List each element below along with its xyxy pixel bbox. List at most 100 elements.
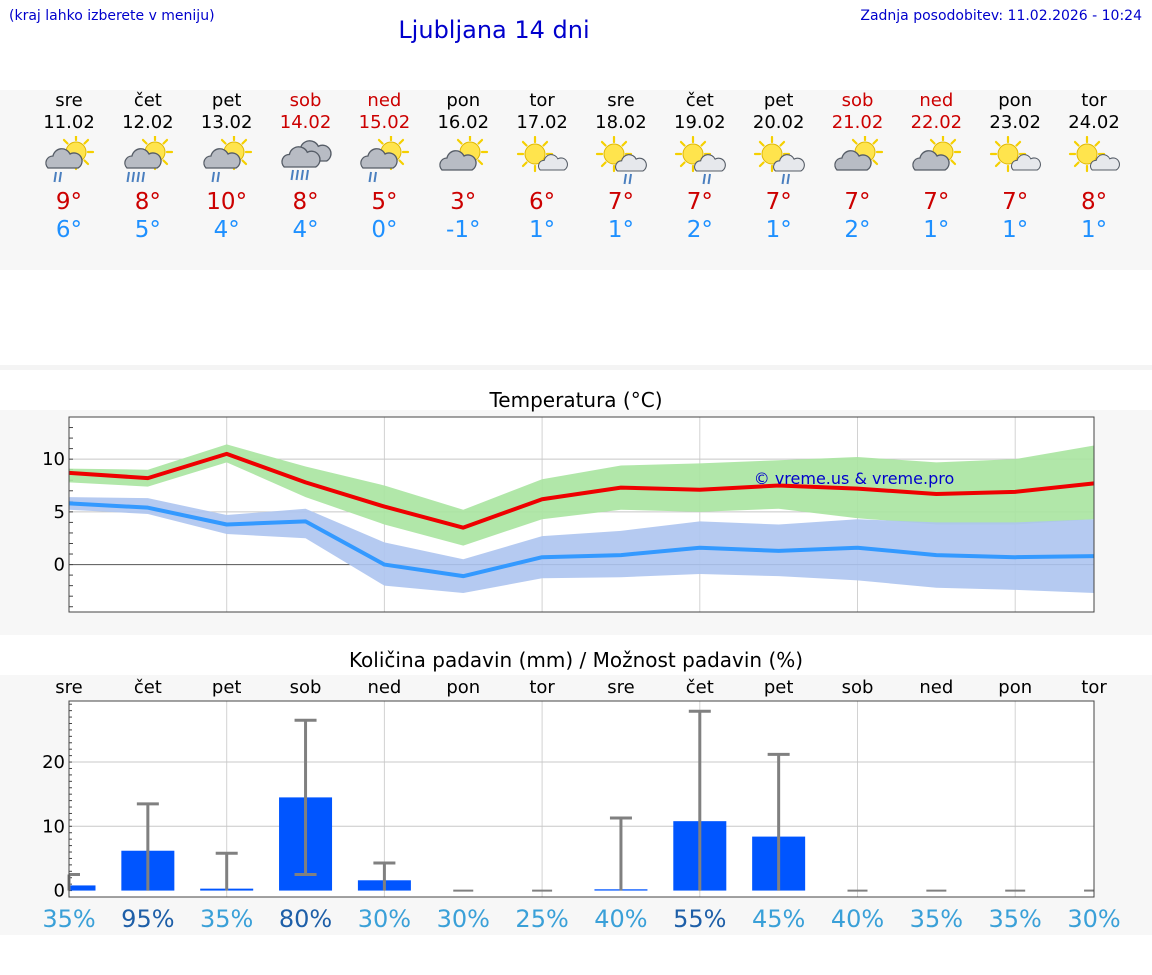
partly-sunny-cloud-icon (833, 136, 883, 171)
precipitation-chart: sre čet pet sob ned pon tor sre čet pet sob ned pon t… (42, 677, 1121, 933)
sun-ray (241, 159, 247, 166)
day-column: čet 19.02 7° 2° (660, 90, 740, 244)
max-temp: 7° (923, 189, 950, 215)
sun-ray (600, 161, 607, 168)
day-name: pon (998, 90, 1033, 111)
max-temp: 7° (686, 189, 713, 215)
cloud-shape (833, 150, 872, 171)
cloud-shape (912, 150, 951, 171)
sun-shape (753, 136, 790, 173)
max-temp: 7° (844, 189, 871, 215)
sun-disc (682, 143, 704, 165)
precip-probability: 30% (437, 905, 490, 933)
mostly-sunny-icon (516, 136, 569, 173)
day-column: sre 18.02 7° 1° (581, 90, 661, 244)
precip-probability: 80% (279, 905, 332, 933)
sun-shape (674, 136, 711, 173)
day-date: 21.02 (831, 112, 884, 133)
y-tick-label: 5 (54, 502, 65, 523)
rain-drop (305, 169, 309, 181)
rain-drop (628, 173, 632, 185)
cloud-shape (1090, 154, 1120, 171)
rain-drops (368, 171, 378, 183)
day-column: sre 11.02 9° 6° (29, 90, 109, 244)
sun-ray (600, 140, 607, 147)
day-name: čet (685, 90, 714, 111)
sun-ray (995, 161, 1001, 168)
sun-disc (761, 143, 783, 165)
min-temp: 6° (55, 217, 83, 243)
cloud-outline (124, 148, 162, 169)
cloud-shape (439, 150, 477, 171)
day-date: 12.02 (122, 112, 174, 133)
precip-probability: 45% (752, 905, 805, 933)
sun-ray (521, 161, 528, 168)
day-column: tor 17.02 6° 1° (502, 90, 582, 244)
sun-ray (851, 138, 858, 145)
sun-ray (542, 140, 549, 147)
precip-probability: 55% (673, 905, 726, 933)
partly-sunny-heavy-rain-icon (124, 136, 173, 183)
x-tick-label: sob (290, 677, 322, 698)
sun-ray (241, 138, 247, 145)
sun-ray (758, 161, 765, 168)
day-name: čet (133, 90, 162, 111)
cloud-outline (693, 154, 726, 172)
precipitation-chart-title: Količina padavin (mm) / Možnost padavin … (348, 648, 804, 672)
day-column: tor 24.02 8° 1° (1054, 90, 1134, 244)
day-column: sob 21.02 7° 2° (818, 90, 898, 244)
max-temp: 8° (134, 189, 161, 215)
rain-drop (368, 171, 373, 183)
day-name: sre (607, 90, 635, 111)
sun-ray (521, 140, 528, 147)
last-updated: Zadnja posodobitev: 11.02.2026 - 10:24 (860, 8, 1142, 24)
x-tick-label: tor (1081, 677, 1107, 698)
max-temp: 5° (371, 189, 398, 215)
x-tick-label: sob (842, 677, 874, 698)
sun-ray (1094, 140, 1101, 147)
sun-ray (477, 159, 484, 166)
location-hint: (kraj lahko izberete v meniju) (9, 8, 215, 24)
sun-ray (679, 140, 686, 147)
min-temp: 2° (844, 217, 871, 243)
sun-shape (516, 136, 554, 173)
sun-disc (603, 143, 625, 165)
x-tick-label: pon (446, 677, 480, 698)
day-date: 13.02 (200, 112, 253, 133)
rain-drop (290, 169, 294, 181)
min-temp: 4° (292, 217, 319, 243)
rain-drop (300, 169, 304, 181)
day-date: 23.02 (989, 112, 1041, 133)
partly-sunny-rain-icon (45, 136, 95, 183)
rain-drop (373, 171, 378, 183)
x-tick-label: tor (529, 677, 555, 698)
day-column: čet 12.02 8° 5° (108, 90, 188, 244)
cloud-outline (280, 146, 321, 168)
rain-drops (53, 171, 62, 183)
sun-ray (950, 138, 957, 145)
rain-drop (58, 171, 62, 183)
day-date: 24.02 (1068, 112, 1120, 133)
plot-frame (68, 700, 1095, 898)
rain-drops (211, 171, 220, 183)
day-name: ned (919, 90, 954, 111)
day-name: sre (55, 90, 83, 111)
x-tick-label: pon (998, 677, 1032, 698)
day-name: sob (289, 90, 322, 111)
mostly-sunny-icon (1068, 136, 1120, 173)
max-temp: 7° (1002, 189, 1029, 215)
sunny-light-rain-icon (674, 136, 726, 185)
sun-ray (162, 138, 168, 145)
sun-ray (930, 138, 936, 145)
precip-probability: 35% (989, 905, 1042, 933)
max-temp: 8° (292, 189, 319, 215)
day-name: ned (367, 90, 402, 111)
cloud-outline (1090, 154, 1120, 171)
rain-drop (295, 169, 299, 181)
sun-ray (220, 138, 227, 145)
rain-drop (786, 173, 790, 185)
plot-area (69, 701, 1094, 897)
rain-drops (623, 173, 632, 185)
rain-drop (131, 171, 135, 183)
min-temp: 1° (607, 217, 634, 243)
